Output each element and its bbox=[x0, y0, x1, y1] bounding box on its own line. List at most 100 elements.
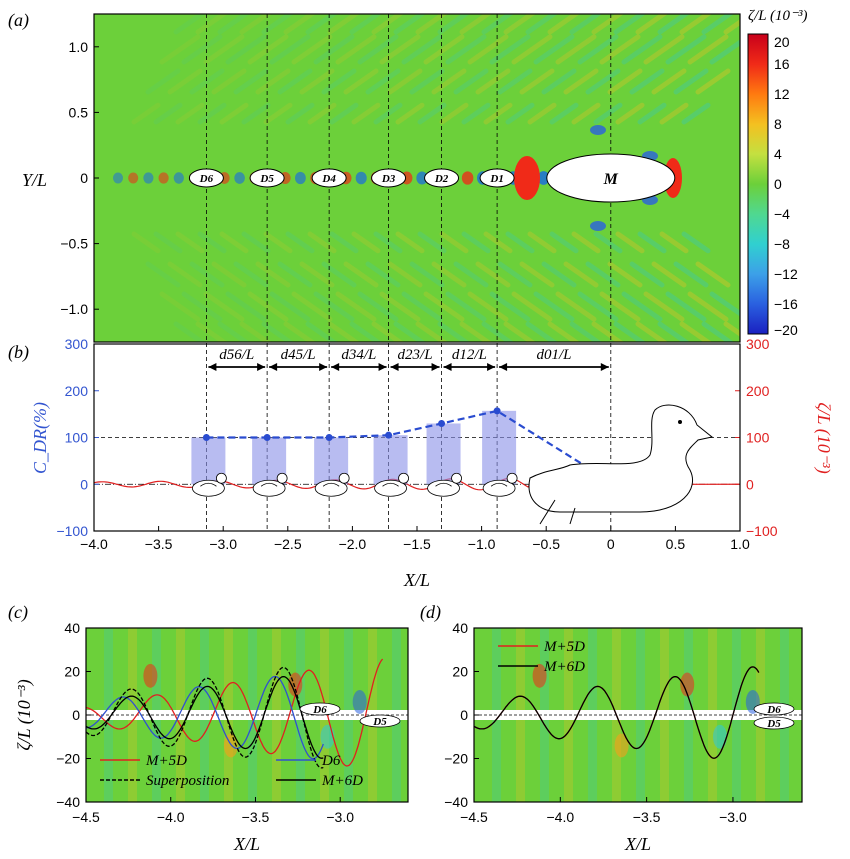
wake-streak bbox=[327, 14, 361, 35]
wake-streak bbox=[591, 14, 625, 35]
wake-streak bbox=[453, 68, 489, 95]
wake-streak bbox=[291, 34, 333, 65]
wake-streak bbox=[569, 321, 603, 342]
body-label-d1: D1 bbox=[489, 173, 503, 185]
wake-lobe bbox=[590, 221, 606, 231]
wake-streak bbox=[351, 231, 381, 254]
wake-streak bbox=[549, 231, 579, 254]
data-point-1 bbox=[202, 434, 210, 441]
series-d6 bbox=[86, 675, 324, 760]
body-label-d6: D6 bbox=[199, 173, 214, 185]
body-d3 bbox=[371, 168, 407, 188]
wake-streak bbox=[637, 231, 667, 254]
wake-streak bbox=[321, 68, 357, 95]
x-tick-label-b: −0.5 bbox=[532, 536, 560, 552]
body-d4 bbox=[311, 168, 347, 188]
wake-streak bbox=[415, 321, 449, 342]
wake-streak bbox=[211, 68, 247, 95]
wake-streak bbox=[197, 231, 227, 254]
y-tick-left-label-b: −100 bbox=[56, 523, 88, 539]
wake-streak bbox=[379, 291, 421, 322]
colorbar bbox=[747, 33, 769, 335]
spacing-arrow-5: d12/L bbox=[443, 347, 496, 371]
wake-blob bbox=[614, 733, 629, 758]
wake-streak bbox=[365, 68, 401, 95]
y-tick-label: −20 bbox=[444, 751, 468, 767]
x-axis-label-d: X/L bbox=[624, 834, 651, 854]
legend-label: Superposition bbox=[146, 773, 229, 789]
x-tick-label: −4.5 bbox=[460, 809, 488, 825]
body-d1 bbox=[479, 168, 515, 188]
wake-streak bbox=[285, 231, 315, 254]
wake-streak bbox=[563, 261, 599, 288]
wake-blob bbox=[143, 663, 158, 688]
y-axis-a: 1.0 0.5 0 −0.5 −1.0 bbox=[60, 39, 99, 317]
colorbar-tick-label: −4 bbox=[774, 206, 790, 222]
y-tick-left-label-b: 100 bbox=[65, 430, 89, 446]
wake-streak bbox=[519, 68, 555, 95]
wake-streak bbox=[291, 291, 333, 322]
mother-duck-eye bbox=[678, 420, 682, 424]
wake-streak bbox=[131, 102, 161, 125]
wake-streak bbox=[431, 261, 467, 288]
wake-streak bbox=[241, 102, 271, 125]
x-tick-label-b: −3.5 bbox=[145, 536, 173, 552]
wake-streak bbox=[681, 102, 711, 125]
wake-streak bbox=[131, 231, 161, 254]
colorbar-tick-label: 16 bbox=[774, 56, 790, 72]
wake-blob bbox=[680, 672, 695, 697]
x-tick-label: −4.0 bbox=[546, 809, 574, 825]
body-m bbox=[546, 153, 676, 203]
wake-streak bbox=[481, 14, 515, 35]
wake-streak bbox=[621, 34, 663, 65]
wake-streak bbox=[687, 34, 729, 65]
y-tick-label: 40 bbox=[64, 620, 80, 636]
x-tick-label-b: 0 bbox=[607, 536, 615, 552]
wake-streak bbox=[571, 102, 601, 125]
plot-frame-b bbox=[93, 343, 741, 532]
spacing-label-2: d45/L bbox=[281, 347, 316, 363]
wake-streak bbox=[181, 34, 223, 65]
spacing-arrow-1: d56/L bbox=[208, 347, 266, 371]
wake-streak bbox=[511, 34, 553, 65]
wake-streak bbox=[313, 34, 355, 65]
wake-streak bbox=[203, 34, 245, 65]
x-tick-label: −3.5 bbox=[633, 809, 661, 825]
wake-streak bbox=[371, 14, 405, 35]
wake-streak bbox=[673, 261, 709, 288]
wake-streak bbox=[659, 102, 689, 125]
y-tick-label-a: 0 bbox=[80, 170, 88, 186]
legend-label: M+5D bbox=[543, 639, 585, 655]
wake-streak bbox=[665, 34, 707, 65]
wake-streak bbox=[547, 14, 581, 35]
wake-streak bbox=[497, 68, 533, 95]
wake-streak bbox=[475, 68, 511, 95]
wake-streak bbox=[549, 102, 579, 125]
wake-streak bbox=[533, 34, 575, 65]
mother-duck-body bbox=[528, 404, 714, 513]
y-tick-label-a: 1.0 bbox=[69, 39, 89, 55]
wake-streak bbox=[709, 291, 740, 317]
wake-streak bbox=[635, 321, 669, 342]
y-tick-right-label-b: 0 bbox=[746, 476, 754, 492]
data-point-3 bbox=[325, 434, 333, 441]
wake-streak bbox=[269, 291, 311, 322]
wake-streak bbox=[453, 261, 489, 288]
wake-streak bbox=[445, 34, 487, 65]
body-label-d5: D5 bbox=[372, 716, 387, 728]
wake-streak bbox=[313, 291, 355, 322]
body-outline-d6 bbox=[299, 702, 341, 716]
duckling-2 bbox=[252, 472, 288, 497]
wake-streak bbox=[335, 34, 377, 65]
x-tick-label-b: −2.0 bbox=[339, 536, 367, 552]
wake-streak bbox=[695, 68, 731, 95]
wake-streak bbox=[503, 321, 537, 342]
wake-streak bbox=[247, 34, 289, 65]
duckling-3 bbox=[314, 472, 350, 497]
colorbar-tick-label: −16 bbox=[774, 296, 798, 312]
wake-streak bbox=[255, 68, 291, 95]
wake-streak bbox=[459, 14, 493, 35]
wake-streak bbox=[241, 231, 271, 254]
x-axis-label-c: X/L bbox=[233, 834, 260, 854]
data-point-5 bbox=[438, 419, 446, 427]
